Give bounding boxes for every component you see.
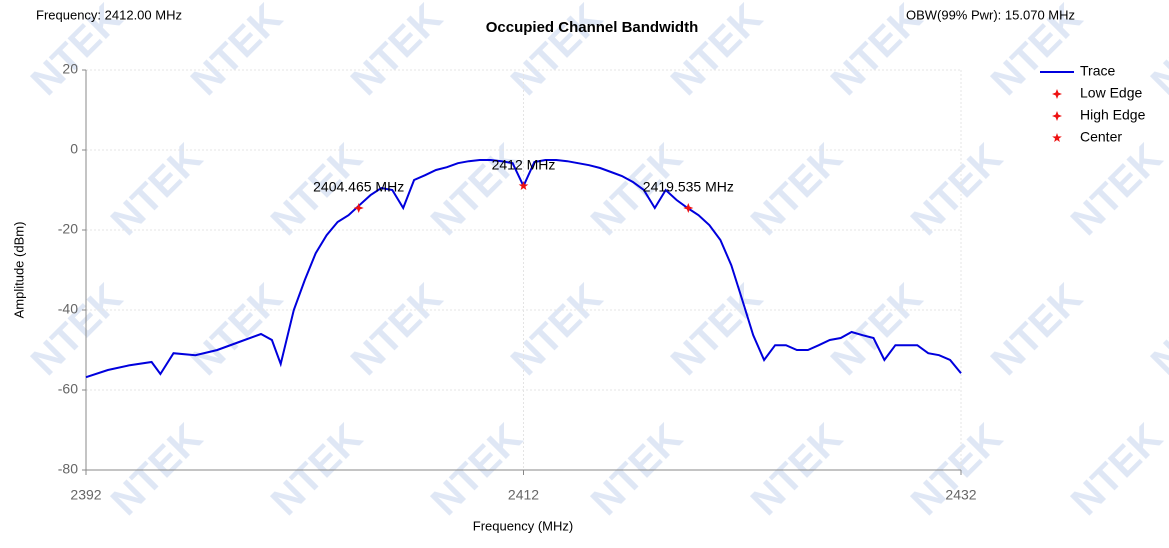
watermark: NTEK <box>343 276 451 384</box>
watermark: NTEK <box>903 136 1011 244</box>
edge-label: 2412 MHz <box>492 157 556 173</box>
watermark: NTEK <box>663 276 771 384</box>
edge-label: 2404.465 MHz <box>313 179 404 195</box>
watermark: NTEK <box>1063 416 1169 524</box>
x-tick-label: 2432 <box>945 487 976 503</box>
y-tick-label: -80 <box>58 461 78 477</box>
watermark: NTEK <box>983 276 1091 384</box>
watermark: NTEK <box>343 0 451 104</box>
legend-marker <box>1052 89 1062 99</box>
edge-label: 2419.535 MHz <box>643 179 734 195</box>
watermark: NTEK <box>503 0 611 104</box>
watermark: NTEK <box>503 276 611 384</box>
marker <box>353 203 364 213</box>
watermark: NTEK <box>1063 136 1169 244</box>
legend-label: Low Edge <box>1080 85 1142 101</box>
y-tick-label: -60 <box>58 381 78 397</box>
legend-marker <box>1052 111 1062 121</box>
watermark: NTEK <box>1143 0 1169 104</box>
watermark: NTEK <box>663 0 771 104</box>
watermark: NTEK <box>183 276 291 384</box>
header-right: OBW(99% Pwr): 15.070 MHz <box>906 7 1075 22</box>
legend-label: Center <box>1080 129 1122 145</box>
legend-label: Trace <box>1080 63 1115 79</box>
marker <box>518 181 529 190</box>
y-tick-label: 20 <box>62 61 78 77</box>
watermark: NTEK <box>103 136 211 244</box>
legend-label: High Edge <box>1080 107 1146 123</box>
header-left: Frequency: 2412.00 MHz <box>36 7 182 22</box>
y-tick-label: 0 <box>70 141 78 157</box>
watermark: NTEK <box>823 276 931 384</box>
chart-title: Occupied Channel Bandwidth <box>486 19 699 36</box>
y-axis-label: Amplitude (dBm) <box>11 222 26 319</box>
trace-line <box>85 159 962 379</box>
x-tick-label: 2412 <box>508 487 539 503</box>
watermark: NTEK <box>1143 276 1169 384</box>
watermark: NTEK <box>743 136 851 244</box>
x-tick-label: 2392 <box>70 487 101 503</box>
x-axis-label: Frequency (MHz) <box>473 518 573 533</box>
watermarks: NTEK NTEK NTEK NTEK NTEK NTEK NTEK NTEK NTEK NTEK… <box>23 0 1169 524</box>
y-tick-label: -20 <box>58 221 78 237</box>
marker <box>683 203 694 213</box>
watermark: NTEK <box>183 0 291 104</box>
legend-marker <box>1052 133 1062 142</box>
y-tick-label: -40 <box>58 301 78 317</box>
watermark: NTEK <box>423 136 531 244</box>
